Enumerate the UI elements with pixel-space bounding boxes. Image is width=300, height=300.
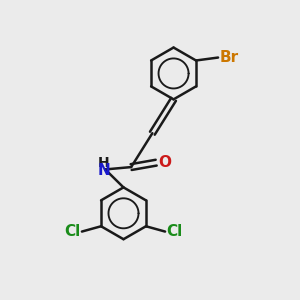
Text: Cl: Cl — [64, 224, 80, 239]
Text: N: N — [98, 164, 110, 178]
Text: H: H — [98, 156, 110, 170]
Text: Br: Br — [219, 50, 238, 65]
Text: Cl: Cl — [167, 224, 183, 239]
Text: O: O — [158, 155, 171, 170]
